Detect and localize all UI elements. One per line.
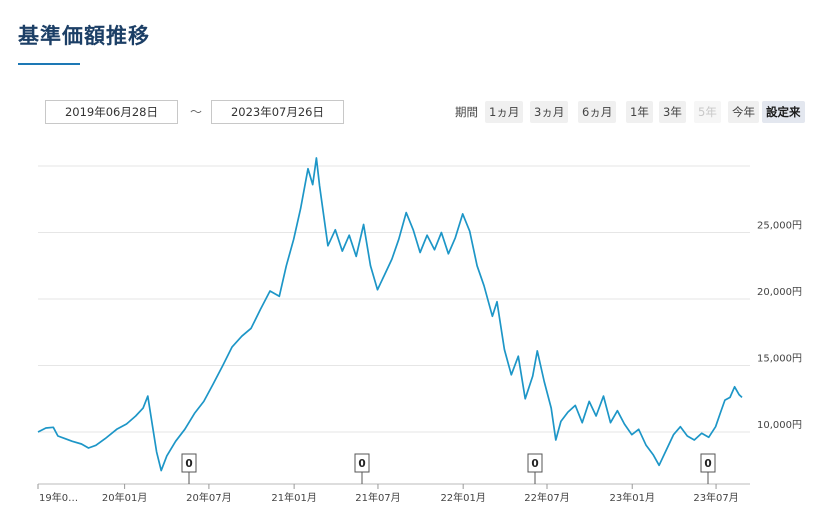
- marker-label: 0: [185, 458, 192, 470]
- title-underline: [18, 63, 80, 65]
- distribution-marker[interactable]: 0: [700, 453, 716, 484]
- x-tick-label: 22年07月: [524, 491, 569, 504]
- x-tick-label: 19年0…: [39, 491, 78, 504]
- y-tick-label: 20,000円: [757, 287, 802, 298]
- end-date-field[interactable]: 2023年07月26日: [211, 100, 344, 124]
- x-tick-label: 20年01月: [102, 491, 147, 504]
- start-date-field[interactable]: 2019年06月28日: [45, 100, 178, 124]
- distribution-marker[interactable]: 0: [527, 453, 543, 484]
- distribution-marker[interactable]: 0: [181, 453, 197, 484]
- y-tick-label: 25,000円: [757, 221, 802, 232]
- page-title: 基準価額推移: [18, 24, 150, 48]
- period-1month-button[interactable]: 1ヵ月: [485, 101, 524, 123]
- period-3year-button[interactable]: 3年: [659, 101, 686, 123]
- x-tick-label: 21年01月: [271, 491, 316, 504]
- x-tick-label: 23年01月: [610, 491, 655, 504]
- series-line: [37, 157, 743, 472]
- y-tick-label: 10,000円: [757, 420, 802, 431]
- marker-label: 0: [704, 458, 711, 470]
- marker-label: 0: [358, 458, 365, 470]
- period-1year-button[interactable]: 1年: [626, 101, 653, 123]
- y-tick-label: 15,000円: [757, 354, 802, 365]
- range-separator: ～: [190, 105, 203, 119]
- x-tick-label: 21年07月: [355, 491, 400, 504]
- marker-label: 0: [531, 458, 538, 470]
- x-tick-label: 23年07月: [693, 491, 738, 504]
- y-axis: 10,000円 15,000円 20,000円 25,000円: [757, 221, 802, 432]
- distribution-marker[interactable]: 0: [354, 453, 370, 484]
- period-this-year-button[interactable]: 今年: [728, 101, 759, 123]
- x-tick-label: 20年07月: [186, 491, 231, 504]
- grid-lines: [38, 165, 750, 433]
- x-axis: 19年0… 20年01月 20年07月 21年01月 21年07月 22年01月 22年07…: [37, 483, 750, 504]
- period-since-inception-button[interactable]: 設定来: [762, 101, 805, 123]
- period-5year-button[interactable]: 5年: [694, 101, 721, 123]
- x-tick-label: 22年01月: [440, 491, 485, 504]
- period-6month-button[interactable]: 6ヵ月: [578, 101, 617, 123]
- event-markers: 0 0 0 0: [181, 453, 716, 484]
- period-label: 期間: [455, 105, 478, 119]
- period-3month-button[interactable]: 3ヵ月: [530, 101, 569, 123]
